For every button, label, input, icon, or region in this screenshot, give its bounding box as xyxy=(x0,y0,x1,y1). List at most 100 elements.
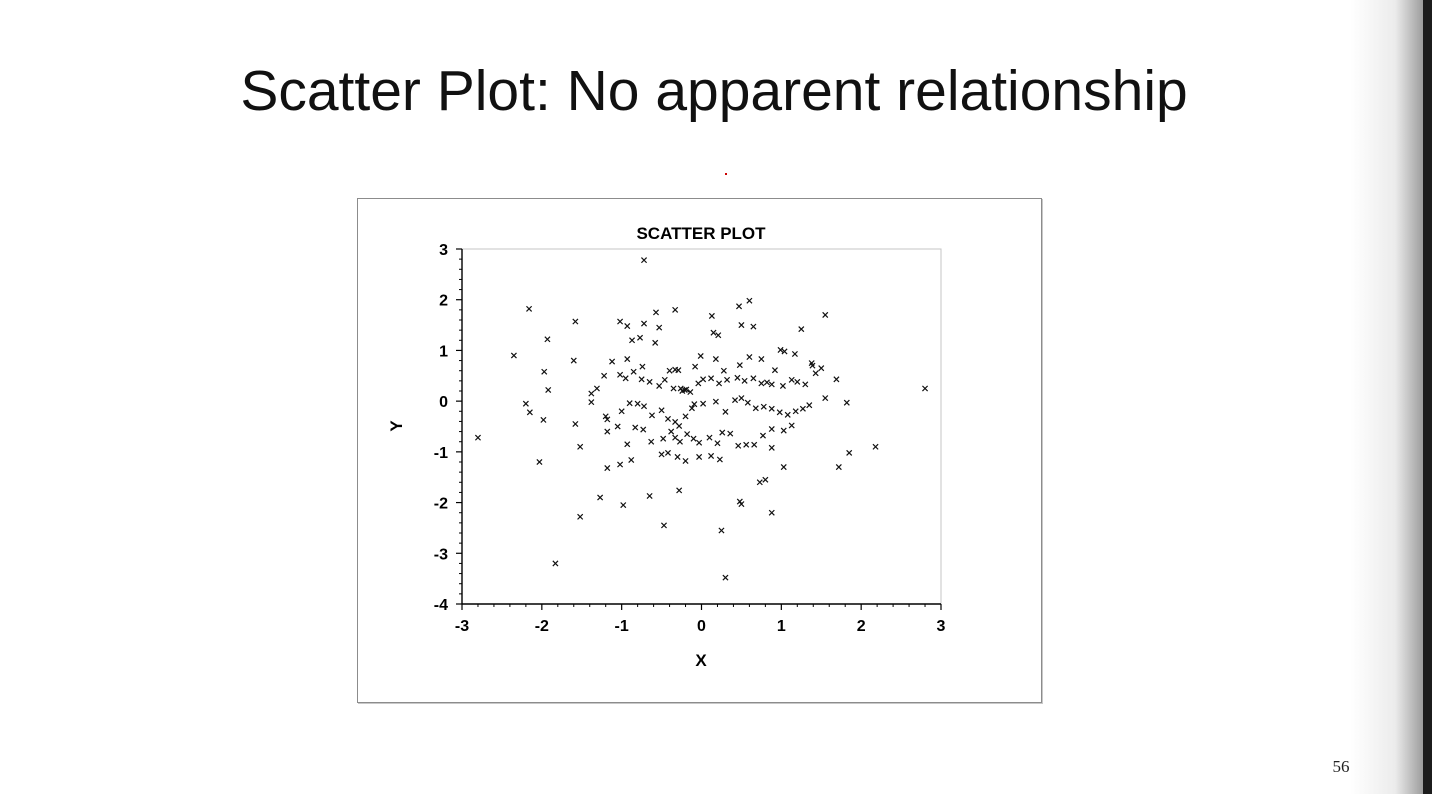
data-point xyxy=(771,367,778,374)
data-point xyxy=(681,386,688,394)
x-tick-label: 1 xyxy=(777,618,786,635)
data-point xyxy=(818,365,825,372)
data-point xyxy=(624,441,631,448)
data-point xyxy=(756,479,763,486)
data-point xyxy=(676,487,683,494)
data-point xyxy=(640,257,648,264)
data-point xyxy=(784,411,791,418)
data-point xyxy=(682,457,689,465)
data-point xyxy=(622,375,629,382)
data-point xyxy=(738,395,745,402)
data-point xyxy=(719,429,726,436)
data-point xyxy=(577,443,584,450)
data-point xyxy=(604,428,611,435)
data-point xyxy=(708,312,715,319)
data-point xyxy=(776,409,783,416)
data-point xyxy=(639,363,646,370)
data-point xyxy=(687,388,694,396)
data-point xyxy=(652,309,660,316)
data-point xyxy=(629,337,636,344)
slide-edge-shadow xyxy=(1350,0,1432,794)
data-point xyxy=(684,431,691,438)
data-point xyxy=(872,443,879,450)
data-point xyxy=(822,395,829,402)
data-point xyxy=(720,367,727,374)
data-point xyxy=(716,380,723,387)
data-point xyxy=(833,376,840,383)
data-point xyxy=(652,339,659,346)
data-point xyxy=(922,385,929,392)
data-point xyxy=(768,381,775,388)
x-tick-label: 0 xyxy=(697,618,706,635)
data-point xyxy=(768,405,775,412)
data-point xyxy=(674,453,681,460)
data-point xyxy=(526,409,533,416)
data-point xyxy=(799,405,806,412)
data-point xyxy=(746,353,753,361)
data-point xyxy=(768,509,775,516)
data-point xyxy=(597,494,604,501)
data-point xyxy=(718,527,725,534)
data-point xyxy=(668,428,675,435)
x-tick-label: 3 xyxy=(937,618,946,635)
data-point xyxy=(664,449,671,456)
data-point xyxy=(763,379,770,386)
data-point xyxy=(716,456,723,463)
data-point xyxy=(552,560,559,567)
data-point xyxy=(682,413,689,420)
data-point xyxy=(750,323,757,330)
data-point xyxy=(708,375,715,382)
data-point xyxy=(752,405,759,412)
data-point xyxy=(609,358,616,365)
data-point xyxy=(806,402,813,409)
data-point xyxy=(572,318,579,325)
data-point xyxy=(735,442,742,449)
data-point xyxy=(779,382,786,389)
x-tick-label: 2 xyxy=(857,618,866,635)
data-point xyxy=(758,380,765,387)
data-point xyxy=(809,362,816,369)
data-point xyxy=(572,420,579,427)
data-point xyxy=(780,427,787,434)
data-point xyxy=(768,426,775,433)
slide-title: Scatter Plot: No apparent relationship xyxy=(240,59,1188,123)
y-tick-label: -1 xyxy=(434,445,448,462)
data-point xyxy=(510,352,517,359)
data-point xyxy=(540,416,547,423)
data-point xyxy=(750,375,757,382)
x-tick-label: -1 xyxy=(615,618,629,635)
data-point xyxy=(632,424,639,431)
data-point xyxy=(758,356,765,363)
x-tick-label: -2 xyxy=(535,618,549,635)
data-point xyxy=(696,439,703,446)
data-point xyxy=(526,305,533,312)
data-point xyxy=(588,390,595,397)
data-point xyxy=(722,408,729,415)
scatter-plot: SCATTER PLOT -3 -2 -1 0 1 2 3 3 2 1 0 -1 -2 -3 -4 X Y xyxy=(387,224,946,670)
y-axis-label: Y xyxy=(387,420,406,432)
y-tick-label: -2 xyxy=(434,496,448,513)
data-point xyxy=(672,434,679,441)
data-point xyxy=(780,464,787,471)
data-point xyxy=(738,322,745,329)
y-tick-label: 2 xyxy=(439,293,448,310)
data-point xyxy=(751,441,758,448)
red-dot-mark xyxy=(725,173,727,175)
data-point xyxy=(577,513,584,520)
data-point xyxy=(670,385,677,392)
data-point xyxy=(545,386,552,394)
data-point xyxy=(637,334,644,341)
data-point xyxy=(661,376,668,383)
data-point xyxy=(696,453,703,460)
data-point xyxy=(692,363,699,370)
data-point xyxy=(660,522,668,529)
data-point xyxy=(695,380,702,387)
data-point xyxy=(593,385,600,392)
data-point xyxy=(640,403,648,410)
data-point xyxy=(601,372,608,379)
data-point xyxy=(588,399,595,406)
y-tick-label: 0 xyxy=(439,394,448,411)
data-point xyxy=(691,401,698,408)
data-point xyxy=(664,415,671,422)
data-point xyxy=(798,326,805,333)
